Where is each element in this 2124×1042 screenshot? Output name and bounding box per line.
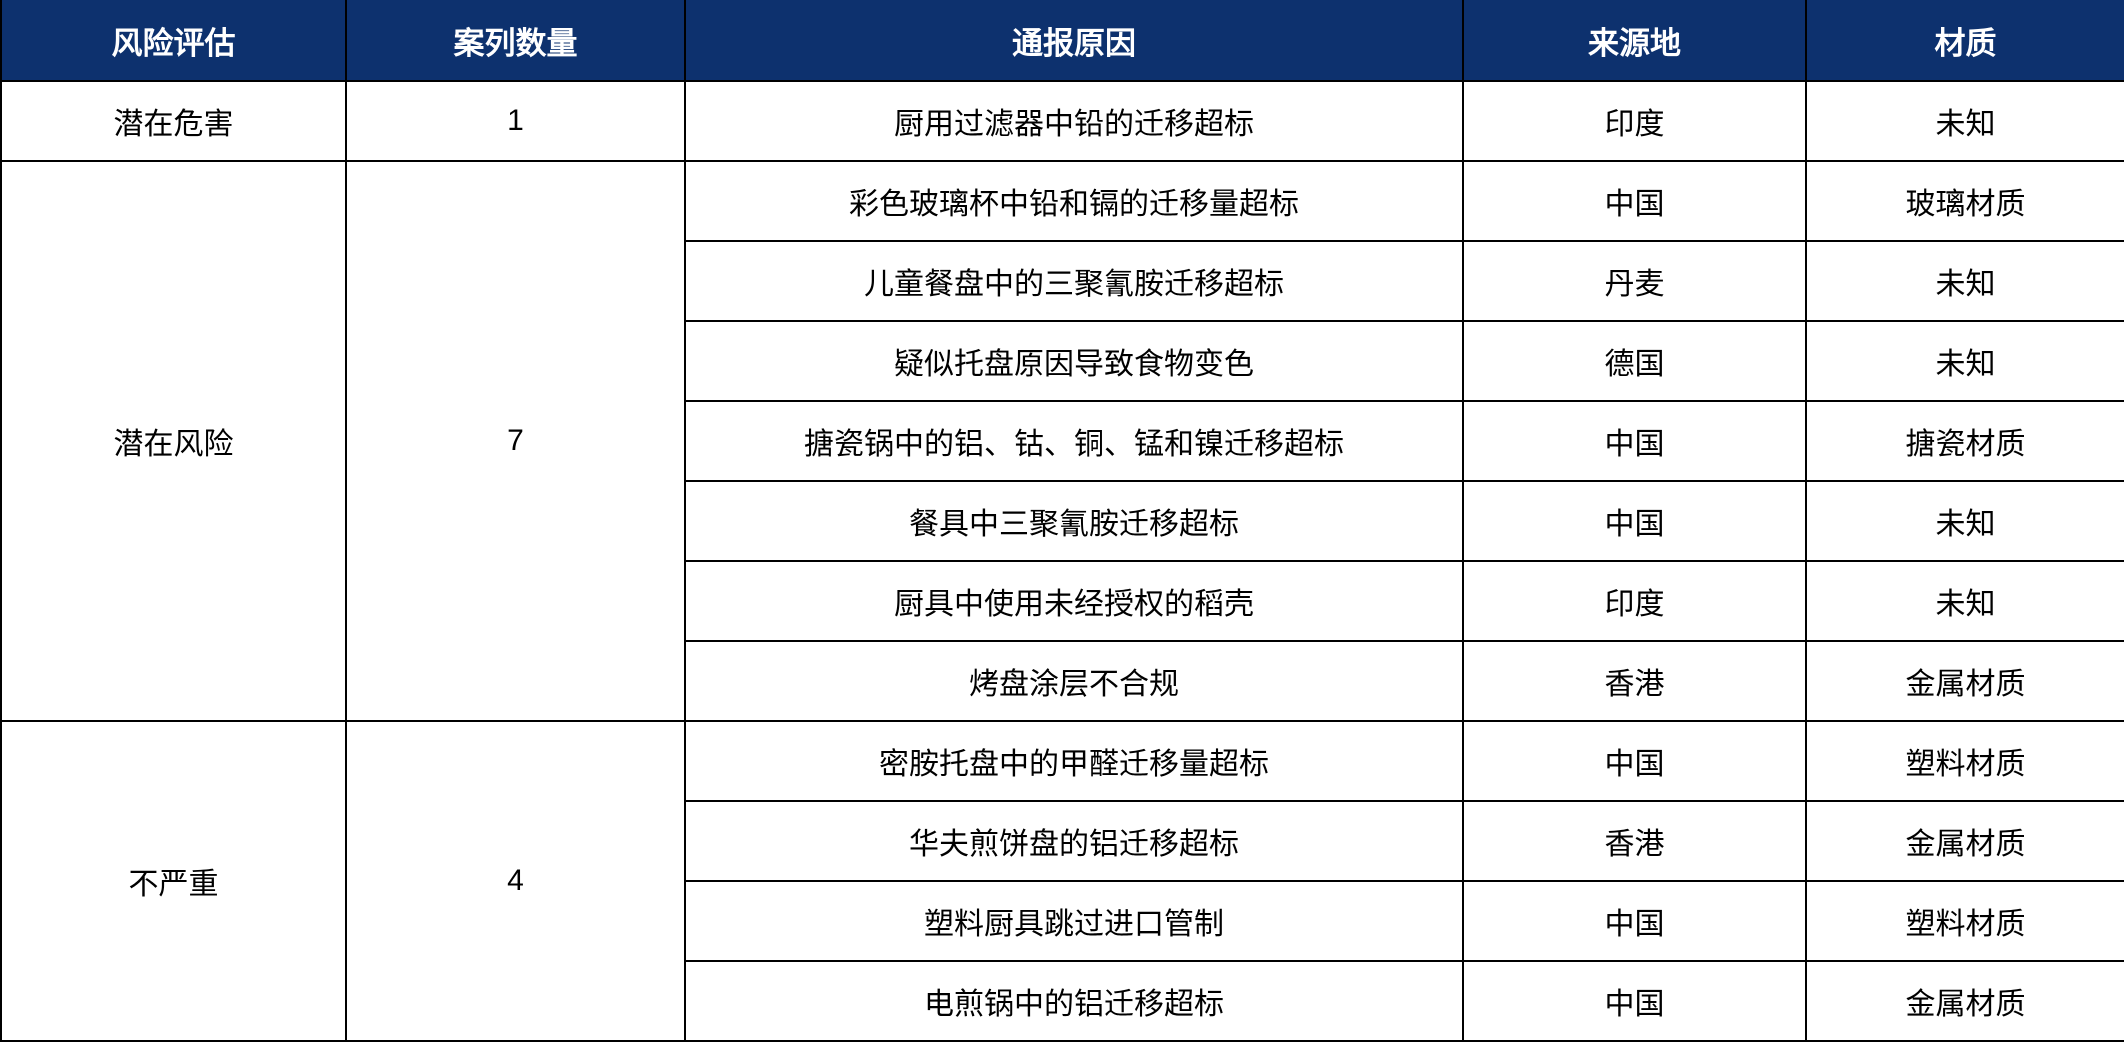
header-row: 风险评估 案列数量 通报原因 来源地 材质 xyxy=(0,0,2124,82)
reason-cell: 烤盘涂层不合规 xyxy=(684,640,1464,722)
table-row: 不严重 4 密胺托盘中的甲醛迁移量超标 中国 塑料材质 xyxy=(0,720,2124,1042)
material-cell: 未知 xyxy=(1805,80,2124,162)
table-row: 烤盘涂层不合规 香港 金属材质 xyxy=(1,640,2124,722)
reason-cell: 华夫煎饼盘的铝迁移超标 xyxy=(684,800,1464,882)
table-row: 儿童餐盘中的三聚氰胺迁移超标 丹麦 未知 xyxy=(1,240,2124,322)
material-cell: 未知 xyxy=(1805,560,2124,642)
material-cell: 金属材质 xyxy=(1805,960,2124,1042)
table-row: 电煎锅中的铝迁移超标 中国 金属材质 xyxy=(1,960,2124,1042)
origin-cell: 中国 xyxy=(1462,160,1807,242)
origin-cell: 丹麦 xyxy=(1462,240,1807,322)
col-header-case-count: 案列数量 xyxy=(345,0,686,82)
risk-assessment-cell: 潜在风险 xyxy=(0,160,347,722)
origin-cell: 中国 xyxy=(1462,880,1807,962)
origin-cell: 中国 xyxy=(1462,720,1807,802)
reason-cell: 厨用过滤器中铅的迁移超标 xyxy=(684,80,1464,162)
risk-assessment-cell: 不严重 xyxy=(0,720,347,1042)
col-header-material: 材质 xyxy=(1805,0,2124,82)
reason-cell: 儿童餐盘中的三聚氰胺迁移超标 xyxy=(684,240,1464,322)
material-cell: 塑料材质 xyxy=(1805,720,2124,802)
reason-cell: 疑似托盘原因导致食物变色 xyxy=(684,320,1464,402)
col-header-risk-assessment: 风险评估 xyxy=(0,0,347,82)
origin-cell: 德国 xyxy=(1462,320,1807,402)
material-cell: 搪瓷材质 xyxy=(1805,400,2124,482)
reason-cell: 搪瓷锅中的铝、钴、铜、锰和镍迁移超标 xyxy=(684,400,1464,482)
case-count-cell: 7 xyxy=(345,160,686,722)
table-row: 潜在危害 1 厨用过滤器中铅的迁移超标 印度 未知 xyxy=(0,80,2124,162)
reason-cell: 塑料厨具跳过进口管制 xyxy=(684,880,1464,962)
origin-cell: 中国 xyxy=(1462,960,1807,1042)
col-header-origin: 来源地 xyxy=(1462,0,1807,82)
reason-cell: 厨具中使用未经授权的稻壳 xyxy=(684,560,1464,642)
material-cell: 未知 xyxy=(1805,480,2124,562)
case-count-cell: 1 xyxy=(345,80,686,162)
origin-cell: 香港 xyxy=(1462,800,1807,882)
risk-assessment-cell: 潜在危害 xyxy=(0,80,347,162)
table-row: 厨具中使用未经授权的稻壳 印度 未知 xyxy=(1,560,2124,642)
material-cell: 塑料材质 xyxy=(1805,880,2124,962)
table-row: 华夫煎饼盘的铝迁移超标 香港 金属材质 xyxy=(1,800,2124,882)
origin-cell: 中国 xyxy=(1462,400,1807,482)
reason-cell: 密胺托盘中的甲醛迁移量超标 xyxy=(684,720,1464,802)
reason-cell: 餐具中三聚氰胺迁移超标 xyxy=(684,480,1464,562)
case-count-cell: 4 xyxy=(345,720,686,1042)
table-row: 餐具中三聚氰胺迁移超标 中国 未知 xyxy=(1,480,2124,562)
table-row: 塑料厨具跳过进口管制 中国 塑料材质 xyxy=(1,880,2124,962)
origin-cell: 中国 xyxy=(1462,480,1807,562)
origin-cell: 香港 xyxy=(1462,640,1807,722)
material-cell: 玻璃材质 xyxy=(1805,160,2124,242)
material-cell: 未知 xyxy=(1805,320,2124,402)
table-row: 潜在风险 7 彩色玻璃杯中铅和镉的迁移量超标 中国 玻璃材质 xyxy=(0,160,2124,722)
origin-cell: 印度 xyxy=(1462,560,1807,642)
reason-cell: 彩色玻璃杯中铅和镉的迁移量超标 xyxy=(684,160,1464,242)
material-cell: 未知 xyxy=(1805,240,2124,322)
material-cell: 金属材质 xyxy=(1805,640,2124,722)
reason-cell: 电煎锅中的铝迁移超标 xyxy=(684,960,1464,1042)
table-row: 疑似托盘原因导致食物变色 德国 未知 xyxy=(1,320,2124,402)
origin-cell: 印度 xyxy=(1462,80,1807,162)
col-header-reason: 通报原因 xyxy=(684,0,1464,82)
table-row: 搪瓷锅中的铝、钴、铜、锰和镍迁移超标 中国 搪瓷材质 xyxy=(1,400,2124,482)
material-cell: 金属材质 xyxy=(1805,800,2124,882)
